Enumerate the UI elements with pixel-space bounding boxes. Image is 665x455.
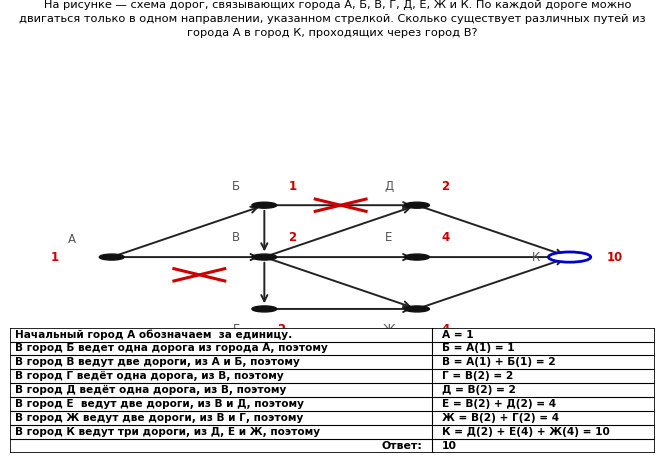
Text: Г: Г — [233, 323, 239, 336]
Text: В город В ведут две дороги, из А и Б, поэтому: В город В ведут две дороги, из А и Б, по… — [15, 357, 300, 367]
Text: Г = В(2) = 2: Г = В(2) = 2 — [442, 371, 513, 381]
Circle shape — [549, 252, 591, 262]
Text: Б = А(1) = 1: Б = А(1) = 1 — [442, 344, 515, 354]
Text: Е: Е — [385, 232, 392, 244]
Text: В город Г ведёт одна дорога, из В, поэтому: В город Г ведёт одна дорога, из В, поэто… — [15, 371, 284, 381]
Text: 10: 10 — [442, 441, 457, 451]
Text: В: В — [232, 232, 240, 244]
Text: К = Д(2) + Е(4) + Ж(4) = 10: К = Д(2) + Е(4) + Ж(4) = 10 — [442, 427, 610, 437]
Circle shape — [99, 254, 124, 260]
Circle shape — [404, 202, 430, 208]
Text: В город Б ведет одна дорога из города А, поэтому: В город Б ведет одна дорога из города А,… — [15, 344, 328, 354]
Text: Б: Б — [232, 180, 240, 192]
Circle shape — [252, 306, 277, 312]
Text: Е = В(2) + Д(2) = 4: Е = В(2) + Д(2) = 4 — [442, 399, 557, 409]
Text: Ж = В(2) + Г(2) = 4: Ж = В(2) + Г(2) = 4 — [442, 413, 559, 423]
Text: 1: 1 — [51, 251, 59, 263]
Text: 2: 2 — [289, 232, 297, 244]
Text: 2: 2 — [277, 323, 285, 336]
Text: 4: 4 — [441, 232, 450, 244]
Text: К: К — [531, 251, 540, 263]
Text: В город Д ведёт одна дорога, из В, поэтому: В город Д ведёт одна дорога, из В, поэто… — [15, 385, 287, 395]
Text: В город Ж ведут две дороги, из В и Г, поэтому: В город Ж ведут две дороги, из В и Г, по… — [15, 413, 303, 423]
Text: В = А(1) + Б(1) = 2: В = А(1) + Б(1) = 2 — [442, 357, 556, 367]
Text: А = 1: А = 1 — [442, 329, 473, 339]
Text: Ответ:: Ответ: — [382, 441, 423, 451]
Text: А: А — [68, 233, 76, 246]
Circle shape — [404, 306, 430, 312]
Text: В город Е  ведут две дороги, из В и Д, поэтому: В город Е ведут две дороги, из В и Д, по… — [15, 399, 304, 409]
Text: Д = В(2) = 2: Д = В(2) = 2 — [442, 385, 516, 395]
Text: Ж: Ж — [382, 323, 395, 336]
Circle shape — [404, 254, 430, 260]
Text: 4: 4 — [441, 323, 450, 336]
Text: Начальный город А обозначаем  за единицу.: Начальный город А обозначаем за единицу. — [15, 329, 293, 340]
Circle shape — [252, 254, 277, 260]
Text: 1: 1 — [289, 180, 297, 192]
Circle shape — [252, 202, 277, 208]
Text: 2: 2 — [441, 180, 450, 192]
Text: В город К ведут три дороги, из Д, Е и Ж, поэтому: В город К ведут три дороги, из Д, Е и Ж,… — [15, 427, 321, 437]
Text: На рисунке — схема дорог, связывающих города А, Б, В, Г, Д, Е, Ж и К. По каждой : На рисунке — схема дорог, связывающих го… — [19, 0, 646, 38]
Text: Д: Д — [384, 180, 393, 192]
Text: 10: 10 — [606, 251, 623, 263]
